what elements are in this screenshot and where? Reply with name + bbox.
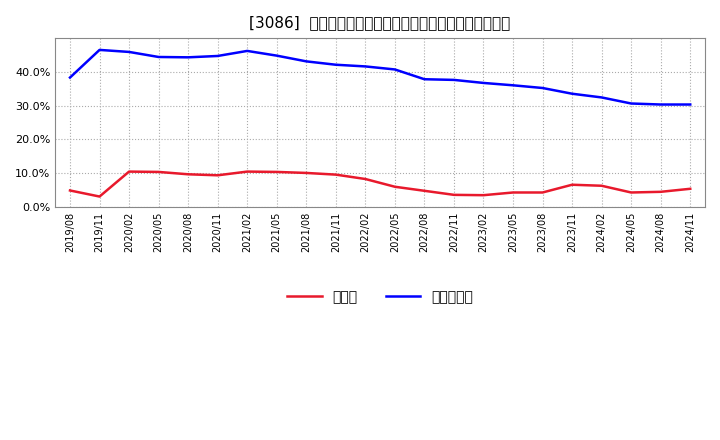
有利子負債 <box>686 102 695 107</box>
Line: 有利子負債: 有利子負債 <box>70 50 690 105</box>
現預金 <box>598 183 606 188</box>
有利子負債 <box>331 62 340 67</box>
有利子負債 <box>95 47 104 52</box>
現預金 <box>686 186 695 191</box>
有利子負債 <box>302 59 310 64</box>
有利子負債 <box>154 55 163 60</box>
有利子負債 <box>568 91 577 96</box>
現預金 <box>213 172 222 178</box>
現預金 <box>125 169 133 174</box>
現預金 <box>568 182 577 187</box>
現預金 <box>184 172 192 177</box>
Line: 現預金: 現預金 <box>70 172 690 197</box>
現預金 <box>272 169 281 175</box>
現預金 <box>331 172 340 177</box>
Legend: 現預金, 有利子負債: 現預金, 有利子負債 <box>282 284 479 309</box>
有利子負債 <box>272 53 281 58</box>
有利子負債 <box>420 77 428 82</box>
有利子負債 <box>657 102 665 107</box>
現預金 <box>361 176 369 182</box>
有利子負債 <box>125 49 133 55</box>
有利子負債 <box>213 53 222 59</box>
現預金 <box>509 190 518 195</box>
現預金 <box>539 190 547 195</box>
有利子負債 <box>184 55 192 60</box>
有利子負債 <box>509 83 518 88</box>
有利子負債 <box>627 101 636 106</box>
有利子負債 <box>361 64 369 69</box>
現預金 <box>66 188 74 193</box>
現預金 <box>154 169 163 175</box>
有利子負債 <box>539 85 547 91</box>
Title: [3086]  現預金、有利子負債の総資産に対する比率の推移: [3086] 現預金、有利子負債の総資産に対する比率の推移 <box>250 15 510 30</box>
有利子負債 <box>243 48 251 54</box>
現預金 <box>243 169 251 174</box>
有利子負債 <box>390 67 399 72</box>
有利子負債 <box>66 75 74 80</box>
現預金 <box>480 193 488 198</box>
有利子負債 <box>449 77 458 83</box>
現預金 <box>420 188 428 194</box>
有利子負債 <box>598 95 606 100</box>
現預金 <box>627 190 636 195</box>
有利子負債 <box>480 81 488 86</box>
現預金 <box>449 192 458 198</box>
現預金 <box>95 194 104 199</box>
現預金 <box>390 184 399 189</box>
現預金 <box>302 170 310 176</box>
現預金 <box>657 189 665 194</box>
